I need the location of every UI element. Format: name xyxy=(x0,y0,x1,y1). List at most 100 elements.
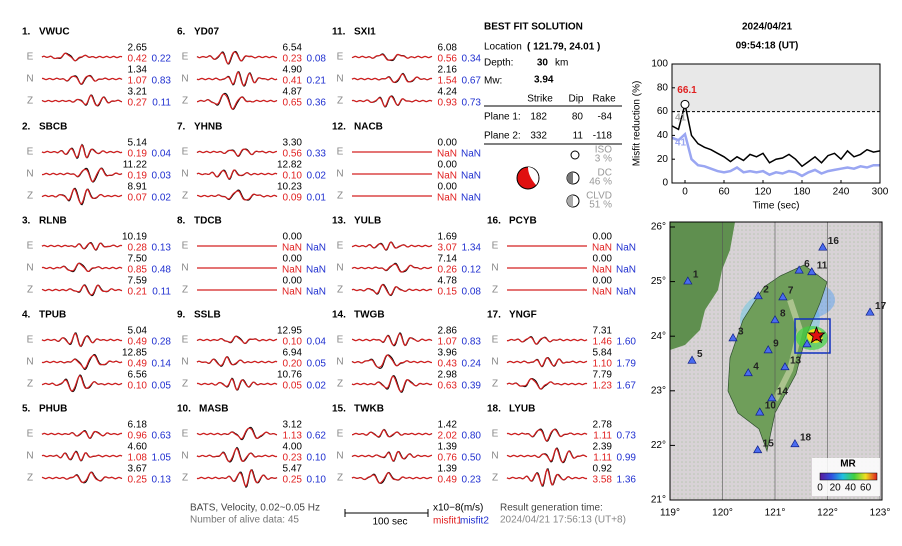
misfit1: 0.42 xyxy=(128,54,148,65)
misfit2: 0.08 xyxy=(462,287,482,298)
station-number: 7. xyxy=(177,122,186,133)
misfit1: 0.20 xyxy=(283,359,303,370)
amplitude: 3.96 xyxy=(438,348,458,359)
x-tick-label: 180 xyxy=(794,187,811,198)
synthetic-trace xyxy=(197,190,278,201)
component-label: E xyxy=(492,335,499,346)
misfit1: 0.10 xyxy=(283,337,303,348)
misfit2: NaN xyxy=(306,287,326,298)
component-label: E xyxy=(182,241,189,252)
misfit1: NaN xyxy=(282,243,302,254)
component-label: Z xyxy=(182,473,188,484)
misfit1: 0.56 xyxy=(438,54,458,65)
misfit2: 1.05 xyxy=(152,453,172,464)
amplitude: 0.00 xyxy=(438,160,458,171)
component-label: E xyxy=(182,52,189,63)
misfit1: 0.05 xyxy=(283,381,303,392)
synthetic-trace xyxy=(41,430,123,439)
misfit2: 0.99 xyxy=(617,453,637,464)
lon-label: 119° xyxy=(660,508,680,519)
component-label: N xyxy=(336,74,343,85)
misfit1: 0.26 xyxy=(438,265,458,276)
misfit1: 0.27 xyxy=(128,98,148,109)
misfit1: 2.02 xyxy=(438,431,458,442)
station-map-label: 13 xyxy=(790,355,802,366)
station-map-label: 18 xyxy=(800,432,812,443)
misfit2: NaN xyxy=(616,243,636,254)
misfit2: 0.14 xyxy=(152,359,172,370)
misfit1: NaN xyxy=(282,265,302,276)
misfit1: 1.11 xyxy=(593,431,612,442)
amplitude: 12.85 xyxy=(122,348,147,359)
plane-value: -84 xyxy=(598,112,613,123)
station-number: 15. xyxy=(332,404,346,415)
synthetic-trace xyxy=(41,262,123,273)
synthetic-trace xyxy=(351,241,433,251)
misfit2: 0.39 xyxy=(462,381,482,392)
misfit1: 0.28 xyxy=(128,243,148,254)
synthetic-trace xyxy=(351,472,433,484)
misfit1: 1.46 xyxy=(593,337,613,348)
misfit2: 0.12 xyxy=(462,265,482,276)
focus-box xyxy=(794,318,831,354)
amplitude: 0.00 xyxy=(283,254,303,265)
synthetic-trace xyxy=(41,167,123,182)
station-number: 1. xyxy=(22,27,31,38)
misfit2: 0.50 xyxy=(462,453,482,464)
component-label: N xyxy=(26,169,33,180)
y-tick-label: 100 xyxy=(651,59,668,70)
misfit1: 0.85 xyxy=(128,265,148,276)
amplitude: 0.00 xyxy=(438,138,458,149)
station-marker xyxy=(802,339,812,348)
colorbar-tick-label: 0 xyxy=(817,483,823,494)
amplitude: 3.21 xyxy=(128,87,148,98)
station-name: VWUC xyxy=(39,27,70,38)
synthetic-trace xyxy=(196,148,277,157)
y-tick-label: 20 xyxy=(657,154,669,165)
synthetic-trace xyxy=(351,284,433,296)
amplitude: 7.79 xyxy=(593,370,613,381)
station-marker xyxy=(807,267,817,276)
station-number: 10. xyxy=(177,404,191,415)
mw-label: Mw: xyxy=(484,76,502,87)
station-marker xyxy=(743,368,753,377)
misfit1: 1.07 xyxy=(128,76,148,87)
component-label: N xyxy=(181,357,188,368)
station-number: 17. xyxy=(487,310,501,321)
misfit2: 0.02 xyxy=(307,381,327,392)
amplitude: 7.31 xyxy=(593,326,613,337)
misfit1: NaN xyxy=(437,193,457,204)
station-name: LYUB xyxy=(509,404,535,415)
station-marker xyxy=(683,276,693,285)
misfit1: NaN xyxy=(592,243,612,254)
plane-value: -118 xyxy=(593,131,613,142)
station-number: 18. xyxy=(487,404,501,415)
misfit2: 1.79 xyxy=(617,359,637,370)
station-map-label: 4 xyxy=(753,361,759,372)
plane-value: 80 xyxy=(572,112,584,123)
plane-header: Dip xyxy=(568,94,583,105)
synthetic-trace xyxy=(196,447,278,463)
station-name: YHNB xyxy=(194,122,222,133)
amplitude: 4.00 xyxy=(283,442,303,453)
component-label: N xyxy=(491,451,498,462)
station-marker xyxy=(763,345,773,354)
component-icon-fill xyxy=(567,195,573,207)
misfit1: 1.23 xyxy=(593,381,613,392)
component-label: Z xyxy=(27,191,33,202)
misfit1: 0.10 xyxy=(283,171,303,182)
component-label: N xyxy=(26,451,33,462)
misfit1: 0.09 xyxy=(283,193,303,204)
legend-misfit2: misfit2 xyxy=(460,516,489,527)
misfit1: 3.58 xyxy=(593,475,613,486)
station-name: TDCB xyxy=(194,216,222,227)
station-name: TPUB xyxy=(39,310,66,321)
station-marker xyxy=(865,307,875,316)
component-percent: 51 % xyxy=(589,200,612,211)
misfit1: 0.49 xyxy=(128,337,148,348)
station-name: NACB xyxy=(354,122,383,133)
misfit2: 1.67 xyxy=(617,381,637,392)
date: 2024/04/21 xyxy=(742,22,792,33)
station-number: 4. xyxy=(22,310,31,321)
plane-value: 332 xyxy=(530,131,547,142)
